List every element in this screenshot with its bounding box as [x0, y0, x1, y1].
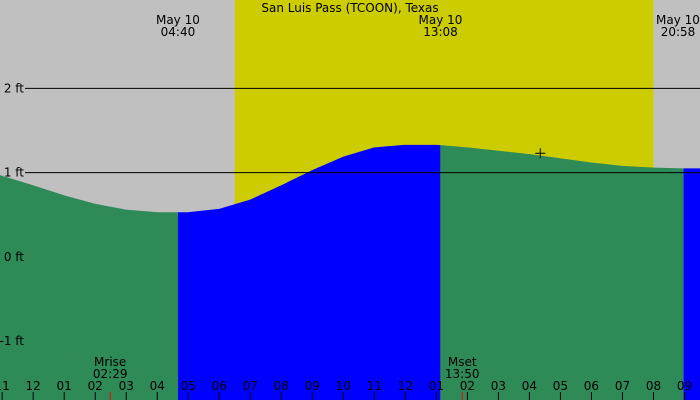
x-tick-label: 07	[243, 379, 258, 393]
day-mark-date: May 10	[656, 13, 700, 27]
day-mark-time: 20:58	[661, 25, 696, 39]
x-tick-label: 02	[88, 379, 103, 393]
day-mark-time: 04:40	[161, 25, 196, 39]
x-tick-label: 11	[0, 379, 10, 393]
chart-title: San Luis Pass (TCOON), Texas	[261, 1, 438, 15]
gridlines	[25, 87, 700, 174]
day-mark-date: May 10	[419, 13, 463, 27]
y-tick-label: 0 ft	[4, 250, 24, 264]
x-tick-label: 01	[57, 379, 72, 393]
x-tick-label: 12	[398, 379, 413, 393]
tide-fill-bands	[0, 144, 700, 400]
x-tick-label: 02	[460, 379, 475, 393]
moon-event-label: Mset	[448, 355, 477, 369]
x-tick-label: 07	[615, 379, 630, 393]
x-tick-label: 04	[522, 379, 537, 393]
x-tick-label: 06	[584, 379, 599, 393]
x-tick-label: 09	[305, 379, 320, 393]
day-mark-time: 13:08	[423, 25, 458, 39]
moon-event-time: 13:50	[445, 367, 480, 381]
x-tick-label: 11	[367, 379, 382, 393]
moon-event-time: 02:29	[93, 367, 128, 381]
x-tick-label: 08	[274, 379, 289, 393]
x-tick-label: 08	[646, 379, 661, 393]
x-tick-label: 03	[119, 379, 134, 393]
x-tick-label: 03	[491, 379, 506, 393]
x-tick-label: 01	[429, 379, 444, 393]
tide-band-2	[440, 145, 684, 400]
x-tick-label: 06	[212, 379, 227, 393]
y-tick-label: 1 ft	[4, 166, 24, 180]
y-tick-labels: 2 ft 1 ft 0 ft -1 ft	[0, 81, 24, 348]
x-tick-label: 05	[181, 379, 196, 393]
x-tick-label: 05	[553, 379, 568, 393]
moon-event-label: Mrise	[94, 355, 126, 369]
current-time-marker	[535, 148, 546, 159]
day-mark-date: May 10	[156, 13, 200, 27]
tide-band-1	[178, 144, 441, 400]
x-tick-label: 09	[677, 379, 692, 393]
y-tick-label: -1 ft	[0, 334, 24, 348]
y-tick-label: 2 ft	[4, 81, 24, 95]
x-tick-label: 04	[150, 379, 165, 393]
x-ticks: 11 12 01 02 03 04 05 06 07 08 09 10 11 12 01 02 03 04 05 06…	[0, 379, 692, 400]
x-tick-label: 12	[26, 379, 41, 393]
tide-band-0	[0, 175, 179, 400]
tide-band-3	[683, 168, 700, 400]
x-tick-label: 10	[336, 379, 351, 393]
